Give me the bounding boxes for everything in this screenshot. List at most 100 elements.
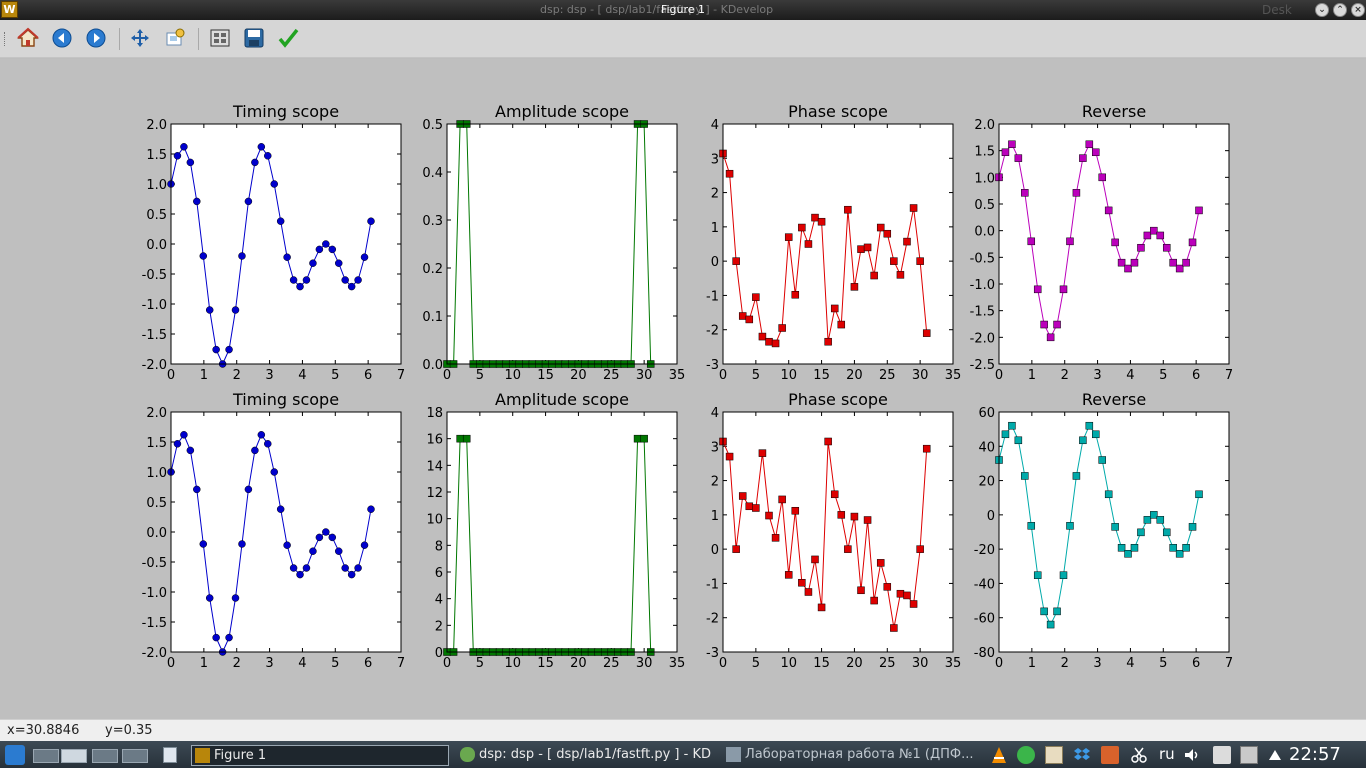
pager-desktop-1[interactable]: [33, 749, 59, 763]
data-point: [1188, 238, 1197, 247]
y-tick-label: -2.0: [970, 331, 995, 346]
x-tick-label: 20: [570, 656, 587, 671]
app-icon[interactable]: W: [1, 1, 18, 18]
x-tick-label: 5: [476, 368, 484, 383]
home-icon[interactable]: [15, 25, 41, 51]
x-tick-label: 30: [912, 368, 929, 383]
dictionary-icon[interactable]: [1045, 746, 1063, 764]
x-tick-label: 4: [298, 368, 306, 383]
y-tick-label: -3: [706, 358, 719, 373]
volume-icon[interactable]: [1183, 746, 1201, 764]
subplots-icon[interactable]: [207, 25, 233, 51]
y-tick-label: 1.5: [146, 148, 167, 163]
data-point: [633, 434, 642, 443]
series-line: [722, 153, 928, 344]
y-tick-label: 0.0: [146, 238, 167, 253]
forward-icon[interactable]: [83, 25, 109, 51]
data-point: [1124, 550, 1132, 558]
data-point: [193, 485, 201, 494]
x-tick-label: 0: [995, 368, 1003, 383]
data-point: [1182, 544, 1190, 552]
clipboard-scissors-icon[interactable]: [1130, 746, 1148, 764]
subplot-title: Phase scope: [788, 102, 888, 121]
data-point: [1059, 285, 1068, 294]
data-point: [1162, 528, 1171, 537]
subplot-title: Amplitude scope: [495, 390, 629, 409]
x-tick-label: 4: [1126, 368, 1134, 383]
pager-desktop-2[interactable]: [61, 749, 87, 763]
data-point: [817, 603, 826, 612]
data-point: [1027, 522, 1036, 530]
axes-frame: [722, 123, 954, 365]
y-tick-label: 8: [435, 539, 443, 554]
briefcase-icon[interactable]: [1101, 746, 1119, 764]
data-point: [341, 564, 349, 572]
keyboard-layout[interactable]: ru: [1159, 745, 1175, 763]
data-point: [276, 505, 285, 513]
pan-icon[interactable]: [127, 25, 153, 51]
battery-icon[interactable]: [1240, 746, 1258, 764]
data-point: [909, 204, 918, 212]
close-button[interactable]: ×: [1351, 3, 1365, 17]
x-tick-label: 25: [879, 368, 896, 383]
task-word-document[interactable]: Лабораторная работа №1 (ДПФ...: [723, 745, 981, 766]
notes-icon[interactable]: [163, 747, 177, 763]
x-tick-label: 0: [443, 656, 451, 671]
x-tick-label: 25: [603, 368, 620, 383]
data-point: [251, 158, 259, 167]
show-hidden-icons-arrow[interactable]: [1266, 746, 1284, 764]
data-point: [876, 559, 885, 567]
clock[interactable]: 22:57: [1289, 744, 1341, 765]
back-icon[interactable]: [49, 25, 75, 51]
zoom-icon[interactable]: [162, 25, 188, 51]
data-point: [1072, 472, 1081, 480]
x-tick-label: 4: [298, 656, 306, 671]
y-tick-label: -1.0: [142, 586, 167, 601]
data-point: [1059, 571, 1068, 579]
task-figure-1[interactable]: Figure 1: [191, 745, 449, 766]
x-tick-label: 10: [780, 656, 797, 671]
maximize-button[interactable]: ⌃: [1333, 3, 1347, 17]
data-point: [341, 276, 349, 284]
task-kdevelop[interactable]: dsp: dsp - [ dsp/lab1/fastft.py ] - KD: [457, 745, 715, 766]
data-point: [752, 504, 760, 512]
data-point: [302, 276, 311, 284]
taskbar: Figure 1 dsp: dsp - [ dsp/lab1/fastft.py…: [0, 741, 1366, 768]
axes-frame: [998, 123, 1230, 365]
data-point: [1085, 421, 1094, 430]
y-tick-label: 0.0: [974, 225, 995, 240]
data-point: [212, 633, 220, 642]
y-tick-label: 2: [435, 619, 443, 634]
desktop-label: Desk: [1262, 3, 1292, 17]
pager-desktop-4[interactable]: [122, 749, 148, 763]
vlc-icon[interactable]: [990, 746, 1008, 764]
x-tick-label: 35: [945, 368, 962, 383]
figure-canvas[interactable]: Timing scope 0 1 2 3 4 5 6 7 -2.0 -1.5 -1.0 -0.5 0.0 0…: [0, 59, 1366, 719]
data-point: [315, 245, 324, 254]
minimize-button[interactable]: ⌄: [1315, 3, 1329, 17]
checkmark-icon[interactable]: [275, 25, 301, 51]
y-tick-label: 18: [426, 406, 443, 421]
dropbox-icon[interactable]: [1073, 746, 1091, 764]
x-tick-label: 5: [1159, 656, 1167, 671]
update-check-icon[interactable]: [1017, 746, 1035, 764]
data-point: [1195, 206, 1203, 215]
device-notifier-icon[interactable]: [1213, 746, 1231, 764]
y-tick-label: 1.5: [146, 436, 167, 451]
data-point: [456, 434, 464, 443]
status-bar: x=30.8846 y=0.35: [0, 719, 1366, 741]
data-point: [1021, 189, 1029, 197]
data-point: [778, 495, 786, 504]
toolbar-grip[interactable]: [4, 32, 7, 46]
data-point: [289, 276, 298, 284]
x-coordinate-readout: x=30.8846: [7, 723, 80, 738]
pager-desktop-3[interactable]: [92, 749, 118, 763]
data-point: [1046, 620, 1055, 629]
kde-menu-icon[interactable]: [5, 745, 25, 765]
subplot-title: Reverse: [1082, 390, 1146, 409]
y-tick-label: 2.0: [146, 118, 167, 133]
save-icon[interactable]: [241, 25, 267, 51]
data-point: [1014, 436, 1023, 445]
data-point: [758, 449, 767, 457]
